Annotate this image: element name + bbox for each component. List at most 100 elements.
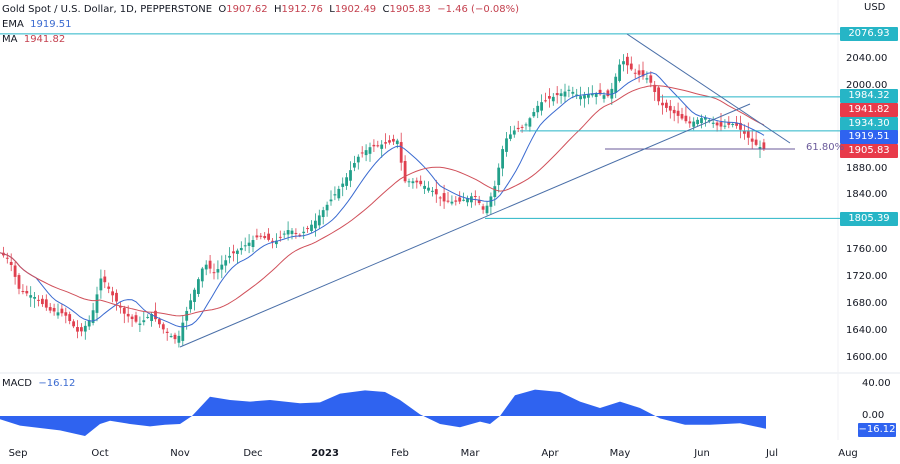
candle-body: [236, 250, 239, 254]
time-tick: Sep: [8, 448, 28, 459]
candle-body: [754, 139, 758, 145]
candle-body: [208, 260, 212, 269]
candle-body: [544, 100, 547, 102]
candle-body: [83, 325, 87, 332]
candle-body: [17, 275, 21, 289]
macd-tick: 40.00: [862, 378, 891, 389]
candle-body: [548, 96, 551, 99]
candle-body: [239, 247, 243, 251]
candle-body: [485, 205, 489, 214]
candle-body: [165, 331, 169, 333]
candle-body: [341, 183, 345, 187]
ma-legend[interactable]: MA 1941.82: [2, 32, 519, 47]
candle-body: [392, 138, 395, 142]
candle-body: [325, 204, 329, 211]
candle-body: [302, 231, 306, 234]
price-tick: 1760.00: [846, 244, 888, 255]
candle-body: [228, 255, 231, 258]
currency-label[interactable]: USD: [864, 2, 886, 13]
candle-body: [731, 123, 735, 126]
macd-area: [0, 389, 766, 436]
candle-body: [411, 181, 415, 184]
candle-body: [204, 264, 208, 270]
candle-body: [33, 297, 36, 299]
candle-body: [56, 312, 60, 316]
price-tick: 2000.00: [846, 80, 888, 91]
candle-body: [146, 316, 150, 318]
candle-body: [9, 261, 13, 265]
candle-body: [626, 56, 629, 66]
time-tick: Oct: [91, 448, 109, 459]
candle-body: [267, 233, 270, 240]
candle-body: [130, 316, 134, 320]
ma-value: 1941.82: [23, 34, 66, 45]
candle-body: [119, 305, 122, 308]
ema-legend[interactable]: EMA 1919.51: [2, 17, 519, 32]
candle-body: [688, 121, 692, 124]
candle-body: [13, 265, 17, 277]
candle-body: [528, 118, 532, 127]
candle-body: [173, 334, 177, 340]
candle-body: [115, 292, 118, 302]
candle-body: [458, 197, 462, 202]
candle-body: [44, 299, 48, 308]
time-tick: Jul: [765, 448, 779, 459]
candle-body: [72, 321, 75, 327]
close-label: C: [382, 4, 390, 15]
candle-body: [91, 310, 95, 323]
candle-body: [489, 196, 493, 207]
candle-body: [103, 276, 107, 283]
candle-body: [579, 96, 582, 100]
candle-body: [41, 298, 44, 305]
candle-body: [727, 121, 731, 125]
price-tick: 1640.00: [846, 325, 888, 336]
candle-body: [212, 272, 216, 274]
candle-body: [587, 94, 590, 98]
candle-body: [442, 193, 446, 202]
candle-body: [665, 102, 668, 108]
chart-legend: Gold Spot / U.S. Dollar, 1D, PEPPERSTONE…: [2, 2, 519, 47]
candle-body: [220, 264, 224, 270]
macd-legend[interactable]: MACD −16.12: [2, 378, 75, 389]
candle-body: [501, 149, 504, 169]
candle-body: [29, 295, 33, 298]
candle-body: [743, 131, 746, 134]
low-label: L: [329, 4, 335, 15]
candle-body: [200, 268, 204, 282]
candle-body: [158, 319, 161, 325]
close-value: 1905.83: [389, 4, 431, 15]
candle-body: [707, 120, 711, 122]
level-tag: 2076.93: [840, 27, 898, 41]
candle-body: [243, 245, 247, 247]
candle-body: [314, 220, 317, 229]
time-tick: Feb: [391, 448, 409, 459]
high-value: 1912.76: [281, 4, 323, 15]
candle-body: [672, 109, 676, 114]
ema-price-tag: 1919.51: [840, 130, 898, 144]
time-tick: Apr: [541, 448, 559, 459]
candle-body: [555, 93, 559, 96]
candle-body: [715, 122, 719, 126]
low-value: 1902.49: [334, 4, 377, 15]
candle-body: [259, 235, 263, 237]
candle-body: [629, 63, 633, 70]
candle-body: [723, 125, 727, 127]
candle-body: [95, 294, 99, 313]
candle-body: [735, 122, 738, 126]
candle-body: [21, 291, 25, 293]
level-tag: 1984.32: [840, 89, 898, 103]
candle-body: [637, 70, 641, 75]
candle-body: [337, 188, 341, 199]
candle-body: [189, 300, 192, 310]
candle-body: [676, 110, 680, 116]
candle-body: [380, 144, 384, 149]
price-tick: 1600.00: [846, 352, 888, 363]
candle-body: [571, 91, 575, 94]
candle-body: [540, 102, 543, 111]
change-value: −1.46 (−0.08%): [437, 4, 520, 15]
last-price-tag: 1905.83: [840, 144, 898, 158]
candle-body: [48, 307, 52, 311]
candle-body: [622, 61, 625, 65]
candle-body: [37, 299, 40, 301]
